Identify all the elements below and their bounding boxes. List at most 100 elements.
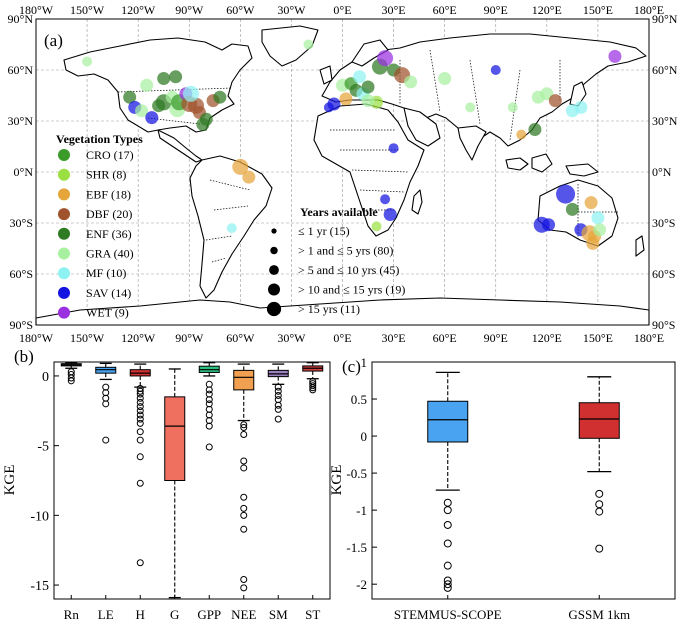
lon-tick-bottom: 30°E bbox=[382, 331, 406, 345]
lon-tick-bottom: 150°E bbox=[583, 331, 613, 345]
lon-tick-top: 180°E bbox=[634, 3, 664, 17]
site-marker bbox=[542, 218, 556, 232]
panel-c-boxplot: 10.50-0.5-1-1.5-2 STEMMUS-SCOPE GSSM 1km … bbox=[329, 355, 676, 622]
x-category-label: GSSM 1km bbox=[568, 607, 630, 622]
outlier-point bbox=[240, 424, 248, 432]
site-marker bbox=[323, 102, 334, 113]
new-guinea-outline bbox=[565, 163, 599, 177]
vegetation-legend-swatch bbox=[58, 247, 70, 260]
outlier-point bbox=[274, 383, 282, 391]
y-tick-label: -15 bbox=[30, 579, 49, 594]
vegetation-legend: Vegetation Types CRO (17) SHR (8) EBF (18)… bbox=[56, 132, 143, 320]
y-tick-label: -2 bbox=[356, 577, 367, 592]
outlier-point bbox=[443, 580, 452, 589]
outlier-point bbox=[205, 443, 213, 451]
panel-b-boxes bbox=[60, 362, 324, 599]
longitude-tick-labels: 180°W 180°W 150°W 150°W 120°W 120°W 90°W 90°W 60… bbox=[19, 3, 664, 345]
panel-c-y-axis-label: KGE bbox=[329, 465, 345, 496]
map-frame bbox=[35, 18, 650, 326]
outlier-point bbox=[595, 500, 604, 509]
site-marker bbox=[556, 184, 576, 204]
site-marker bbox=[388, 143, 399, 154]
vegetation-legend-label: SHR (8) bbox=[86, 168, 126, 182]
panel-b-boxplot: 0 -5 -10 -15 Rn LE H G GPP NEE SM ST (b) KGE bbox=[2, 347, 331, 622]
outlier-point bbox=[309, 384, 317, 392]
lon-tick-top: 120°E bbox=[532, 3, 562, 17]
scandinavia-outline bbox=[351, 39, 389, 67]
outlier-point bbox=[67, 374, 75, 382]
years-legend-label: ≤ 1 yr (15) bbox=[298, 224, 350, 238]
years-legend-swatch bbox=[268, 283, 280, 296]
outlier-point bbox=[309, 386, 317, 394]
vegetation-legend-swatch bbox=[58, 306, 70, 319]
panel-b-frame bbox=[53, 361, 331, 600]
box-iqr bbox=[233, 369, 255, 391]
y-tick-label: 0.5 bbox=[351, 392, 367, 407]
x-category-label: ST bbox=[305, 607, 320, 622]
years-legend-swatch bbox=[271, 228, 277, 234]
outlier-point bbox=[136, 411, 144, 419]
greenland-outline bbox=[261, 25, 319, 67]
years-legend-swatch bbox=[269, 265, 279, 275]
site-marker bbox=[507, 102, 518, 113]
outlier-point bbox=[595, 489, 604, 498]
lat-tick-left: 60°S bbox=[10, 267, 33, 281]
madagascar-outline bbox=[411, 189, 423, 215]
outlier-point bbox=[240, 511, 248, 519]
outlier-point bbox=[136, 407, 144, 415]
site-marker bbox=[528, 123, 542, 136]
panel-c-frame bbox=[371, 361, 676, 600]
site-marker bbox=[361, 80, 375, 94]
lat-tick-right: 60°N bbox=[652, 63, 678, 77]
x-category-label: LE bbox=[98, 607, 114, 622]
outlier-point bbox=[240, 584, 248, 592]
site-marker bbox=[196, 117, 210, 131]
years-legend-label: > 10 and ≤ 15 yrs (19) bbox=[298, 283, 405, 297]
outlier-point bbox=[136, 390, 144, 398]
vegetation-legend-swatch bbox=[58, 188, 70, 201]
x-category-label: Rn bbox=[64, 607, 80, 622]
central-america-outline bbox=[157, 129, 203, 163]
box-GPP bbox=[198, 362, 220, 451]
site-marker bbox=[145, 111, 159, 125]
site-marker bbox=[135, 104, 149, 118]
panel-c-label: (c) bbox=[342, 357, 361, 376]
box-Rn bbox=[60, 362, 82, 385]
lon-tick-top: 90°E bbox=[484, 3, 508, 17]
vegetation-legend-swatch bbox=[58, 227, 70, 240]
outlier-point bbox=[205, 386, 213, 394]
site-marker bbox=[226, 223, 237, 234]
vegetation-legend-swatch bbox=[58, 168, 70, 181]
vegetation-legend-label: EBF (18) bbox=[86, 187, 131, 201]
lon-tick-top: 150°W bbox=[70, 3, 105, 17]
outlier-point bbox=[67, 377, 75, 385]
y-tick-label: -10 bbox=[30, 509, 49, 524]
site-marker bbox=[516, 129, 527, 140]
lat-tick-right: 60°S bbox=[652, 267, 675, 281]
outlier-point bbox=[102, 400, 110, 408]
site-marker bbox=[404, 75, 418, 89]
vegetation-legend-label: MF (10) bbox=[86, 266, 126, 280]
lon-tick-bottom: 90°E bbox=[484, 331, 508, 345]
box-STEMMUS-SCOPE bbox=[427, 371, 469, 592]
outlier-point bbox=[240, 421, 248, 429]
outlier-point bbox=[240, 493, 248, 501]
outlier-point bbox=[274, 401, 282, 409]
site-marker bbox=[182, 85, 199, 102]
lon-tick-bottom: 0°E bbox=[333, 331, 351, 345]
panel-c-boxes bbox=[427, 371, 620, 592]
panel-a-label: (a) bbox=[44, 31, 63, 50]
lon-tick-top: 180°W bbox=[19, 3, 54, 17]
border-africa bbox=[330, 129, 409, 211]
site-marker bbox=[490, 65, 501, 75]
box-iqr bbox=[164, 396, 186, 481]
lat-tick-right: 0°N bbox=[652, 165, 672, 179]
site-marker bbox=[157, 72, 171, 85]
y-tick-label: 0 bbox=[42, 370, 49, 385]
site-marker bbox=[586, 236, 600, 250]
box-H bbox=[129, 363, 151, 567]
vegetation-legend-swatch bbox=[58, 286, 70, 299]
site-marker bbox=[465, 102, 476, 113]
outlier-point bbox=[136, 428, 144, 436]
outlier-point bbox=[136, 479, 144, 487]
